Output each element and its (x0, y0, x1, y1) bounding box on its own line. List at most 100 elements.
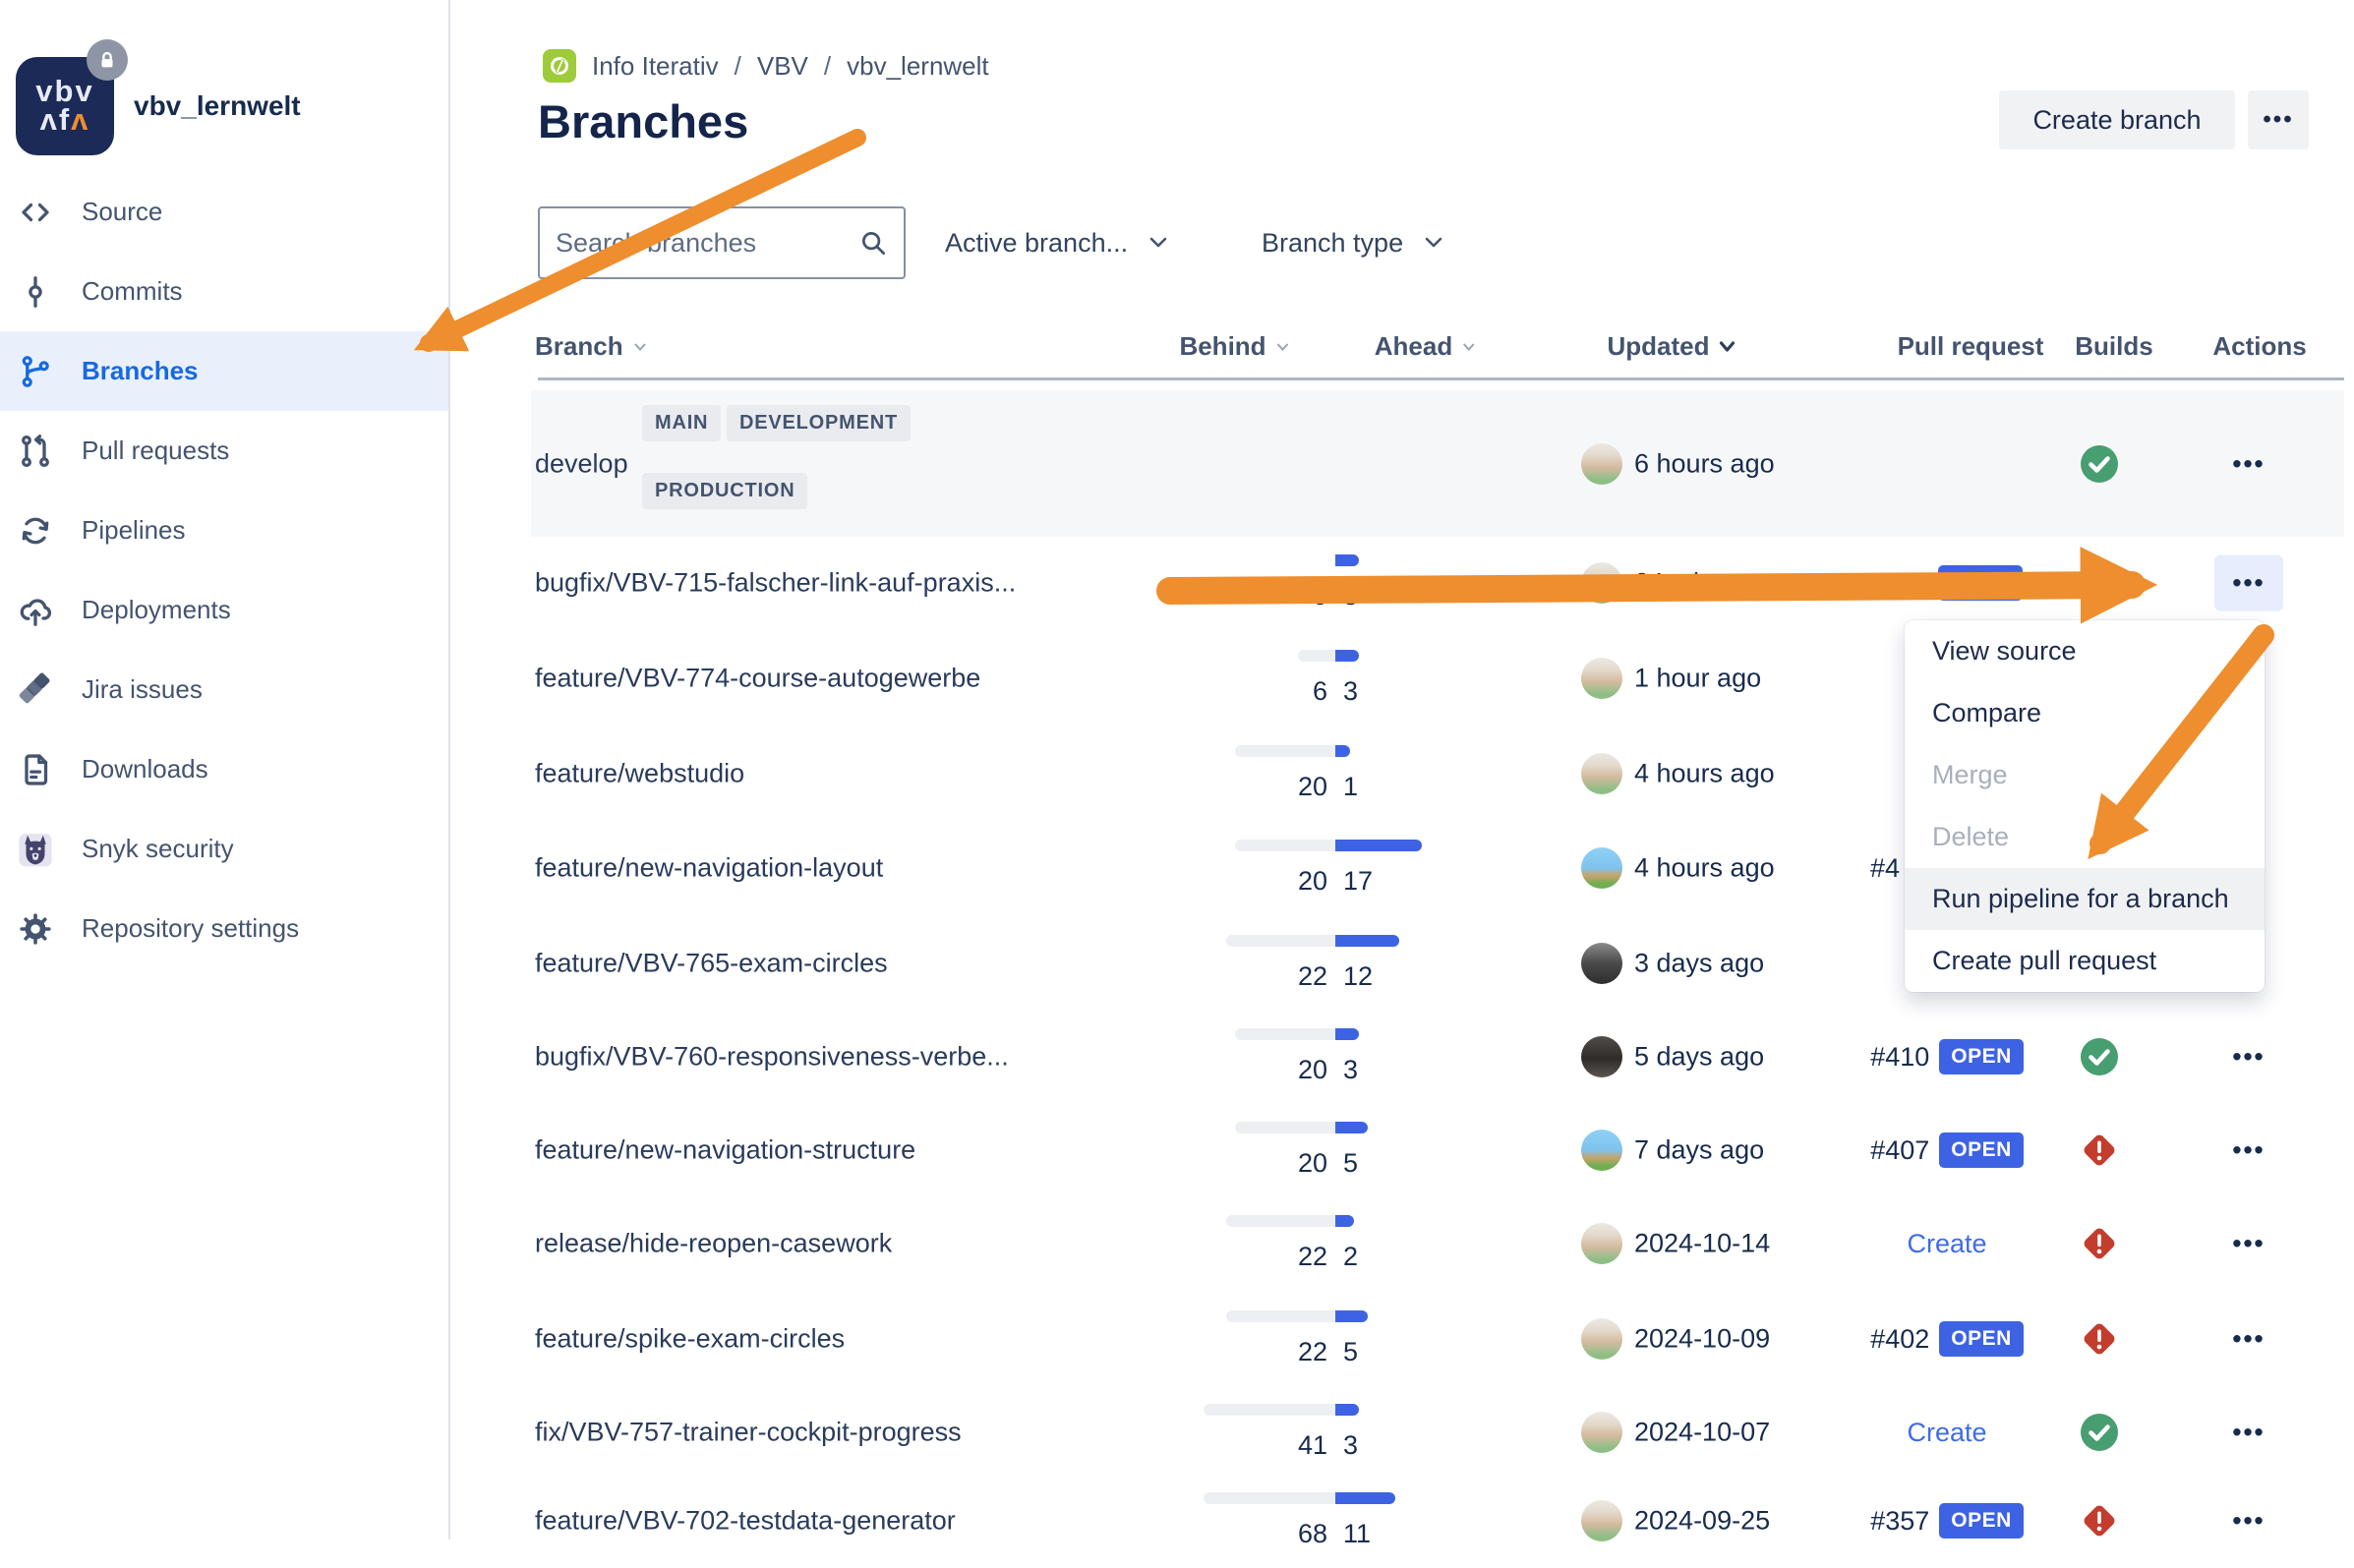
sidebar-item-repository-settings[interactable]: Repository settings (0, 889, 448, 968)
build-status[interactable] (2080, 563, 2119, 603)
avatar[interactable] (1581, 1318, 1622, 1360)
build-status[interactable] (2080, 1319, 2119, 1359)
pull-request-status-badge[interactable]: OPEN (1938, 565, 2023, 601)
row-actions-button[interactable]: ••• (2232, 1505, 2266, 1536)
row-actions-button[interactable]: ••• (2232, 448, 2266, 479)
ahead-bar (1335, 1214, 1354, 1227)
avatar[interactable] (1581, 1130, 1622, 1171)
row-actions-button[interactable]: ••• (2232, 1134, 2266, 1165)
pull-request-number-link[interactable]: #357 (1870, 1505, 1930, 1536)
column-header-branch[interactable]: Branch (535, 324, 648, 369)
pull-request-status-badge[interactable]: OPEN (1939, 1321, 2024, 1357)
branch-name-link[interactable]: feature/spike-exam-circles (535, 1323, 846, 1354)
build-status[interactable] (2080, 1224, 2119, 1263)
avatar[interactable] (1581, 847, 1622, 889)
create-branch-button[interactable]: Create branch (1999, 90, 2235, 149)
pull-request-number-link[interactable]: #410 (1870, 1041, 1930, 1072)
breadcrumb-project-link[interactable]: Info Iterativ (592, 50, 719, 81)
build-status[interactable] (2080, 1501, 2119, 1540)
sidebar-item-deployments[interactable]: Deployments (0, 570, 448, 650)
pull-request-number-link[interactable]: #4 (1870, 852, 1901, 883)
updated-time: 2024-10-07 (1634, 1417, 1771, 1447)
sidebar-item-jira-issues[interactable]: Jira issues (0, 650, 448, 729)
sort-chevron-icon (1463, 342, 1475, 351)
branch-name-link[interactable]: bugfix/VBV-760-responsiveness-verbe... (535, 1041, 1009, 1072)
menu-item-compare[interactable]: Compare (1932, 698, 2042, 727)
pipelines-icon (14, 509, 57, 552)
pull-request-status-badge[interactable]: OPEN (1939, 1132, 2024, 1168)
breadcrumb-page-link[interactable]: vbv_lernwelt (847, 50, 989, 81)
create-pull-request-link[interactable]: Create (1907, 1228, 1987, 1258)
ahead-count: 17 (1343, 865, 1374, 896)
pull-request-number-link[interactable]: #407 (1870, 1134, 1930, 1165)
pull-request-cell: #407 OPEN (1799, 1104, 2094, 1197)
updated-time: 2024-09-25 (1634, 1505, 1771, 1536)
updated-time: 1 hour ago (1634, 663, 1762, 693)
active-branches-filter-dropdown[interactable]: Active branch... (945, 206, 1169, 279)
row-actions-button[interactable]: ••• (2232, 1417, 2266, 1447)
branch-type-filter-dropdown[interactable]: Branch type (1262, 206, 1444, 279)
project-avatar-icon[interactable] (543, 49, 576, 83)
breadcrumb-repo-link[interactable]: VBV (756, 50, 808, 81)
column-header-updated-sorted[interactable]: Updated (1608, 324, 1736, 369)
avatar[interactable] (1581, 443, 1622, 485)
menu-item-create-pull-request[interactable]: Create pull request (1932, 946, 2157, 975)
branch-name-link[interactable]: feature/webstudio (535, 758, 745, 788)
column-header-behind[interactable]: Behind (1179, 324, 1290, 369)
create-pull-request-link[interactable]: Create (1907, 1417, 1987, 1447)
sidebar-item-snyk-security[interactable]: Snyk security (0, 809, 448, 889)
avatar[interactable] (1581, 1412, 1622, 1453)
avatar[interactable] (1581, 943, 1622, 984)
menu-item-run-pipeline-for-a-branch[interactable]: Run pipeline for a branch (1905, 868, 2265, 930)
build-status[interactable] (2080, 1413, 2119, 1452)
sidebar-item-pipelines[interactable]: Pipelines (0, 491, 448, 570)
row-actions-button[interactable]: ••• (2214, 554, 2283, 611)
build-status[interactable] (2080, 444, 2119, 484)
sidebar-item-branches[interactable]: Branches (0, 331, 448, 411)
sidebar-nav: Source Commits Branches Pull requests Pi… (0, 172, 448, 968)
row-actions-button[interactable]: ••• (2232, 1228, 2266, 1258)
ahead-count: 1 (1343, 771, 1359, 801)
branch-name-link[interactable]: feature/VBV-774-course-autogewerbe (535, 663, 981, 693)
menu-item-view-source[interactable]: View source (1932, 636, 2077, 666)
sidebar-item-source[interactable]: Source (0, 172, 448, 252)
private-repo-lock-icon (87, 39, 128, 81)
avatar[interactable] (1581, 1036, 1622, 1077)
avatar[interactable] (1581, 658, 1622, 699)
pull-request-number-link[interactable]: #402 (1870, 1323, 1930, 1354)
pull-request-status-badge[interactable]: OPEN (1939, 1503, 2024, 1539)
branch-name-link[interactable]: feature/new-navigation-layout (535, 852, 884, 883)
avatar[interactable] (1581, 1500, 1622, 1541)
search-branches-input[interactable] (538, 206, 906, 279)
pull-request-number-link[interactable]: #411 (1871, 567, 1929, 598)
column-header-actions: Actions (2212, 331, 2307, 361)
branch-name-link[interactable]: fix/VBV-757-trainer-cockpit-progress (535, 1417, 962, 1447)
sidebar-item-pull-requests[interactable]: Pull requests (0, 411, 448, 491)
branch-name-link[interactable]: feature/VBV-765-exam-circles (535, 948, 888, 978)
pull-request-cell: Create (1799, 1197, 2094, 1291)
avatar[interactable] (1581, 1223, 1622, 1264)
sidebar-item-downloads[interactable]: Downloads (0, 729, 448, 809)
build-status[interactable] (2080, 1131, 2119, 1170)
page-more-actions-button[interactable]: ••• (2248, 90, 2309, 149)
branch-type-filter-label: Branch type (1262, 227, 1404, 258)
build-failed-icon (2084, 1323, 2115, 1355)
branch-name-link[interactable]: bugfix/VBV-715-falscher-link-auf-praxis.… (535, 567, 1017, 598)
branch-name-link[interactable]: feature/new-navigation-structure (535, 1134, 916, 1165)
row-actions-button[interactable]: ••• (2232, 1041, 2266, 1072)
sidebar-item-label: Snyk security (82, 834, 234, 863)
updated-time: 3 days ago (1634, 948, 1765, 978)
pull-request-status-badge[interactable]: OPEN (1939, 1039, 2024, 1074)
behind-count: 68 (1297, 1518, 1327, 1548)
branch-name-link[interactable]: feature/VBV-702-testdata-generator (535, 1505, 956, 1536)
sidebar-item-commits[interactable]: Commits (0, 252, 448, 331)
avatar[interactable] (1581, 562, 1622, 604)
row-actions-button[interactable]: ••• (2232, 1323, 2266, 1354)
branch-name-link[interactable]: release/hide-reopen-casework (535, 1228, 893, 1258)
build-status[interactable] (2080, 1037, 2119, 1076)
avatar[interactable] (1581, 753, 1622, 794)
ahead-bar (1335, 1403, 1359, 1416)
column-header-ahead[interactable]: Ahead (1375, 324, 1477, 369)
build-success-icon (2081, 1414, 2118, 1451)
branch-name-link[interactable]: develop (535, 448, 628, 479)
